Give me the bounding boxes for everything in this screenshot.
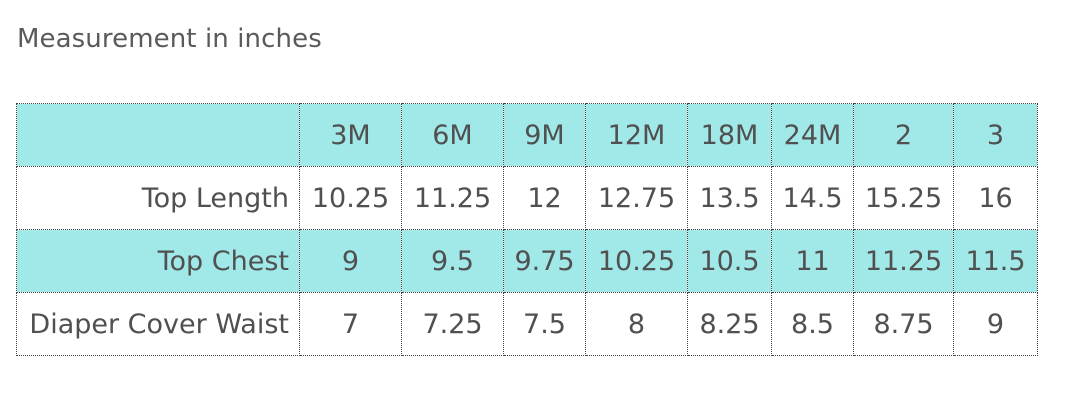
table-cell: 14.5 [771,166,854,230]
row-top-chest: Top Chest 9 9.5 9.75 10.25 10.5 11 11.25… [16,229,1038,293]
size-header-row: 3M 6M 9M 12M 18M 24M 2 3 [16,103,1038,167]
size-header-6m: 6M [401,103,504,167]
measurement-caption: Measurement in inches [17,24,322,54]
table-cell: 9.5 [401,229,504,293]
row-label-top-chest: Top Chest [16,229,300,293]
table-cell: 12 [503,166,586,230]
row-top-length: Top Length 10.25 11.25 12 12.75 13.5 14.… [16,166,1038,230]
table-cell: 9.75 [503,229,586,293]
header-corner-cell [16,103,300,167]
table-cell: 11.5 [953,229,1038,293]
size-header-24m: 24M [771,103,854,167]
table-cell: 9 [299,229,402,293]
table-cell: 8 [585,292,688,356]
row-label-diaper-cover-waist: Diaper Cover Waist [16,292,300,356]
table-cell: 8.75 [853,292,954,356]
size-header-2: 2 [853,103,954,167]
table-cell: 12.75 [585,166,688,230]
row-diaper-cover-waist: Diaper Cover Waist 7 7.25 7.5 8 8.25 8.5… [16,292,1038,356]
size-header-18m: 18M [687,103,772,167]
size-chart-table: 3M 6M 9M 12M 18M 24M 2 3 Top Length 10.2… [16,103,1038,356]
table-cell: 7.5 [503,292,586,356]
size-header-12m: 12M [585,103,688,167]
table-cell: 11.25 [401,166,504,230]
size-header-9m: 9M [503,103,586,167]
table-cell: 13.5 [687,166,772,230]
size-header-3: 3 [953,103,1038,167]
table-cell: 8.25 [687,292,772,356]
table-cell: 10.5 [687,229,772,293]
table-cell: 7.25 [401,292,504,356]
size-header-3m: 3M [299,103,402,167]
table-cell: 11.25 [853,229,954,293]
table-cell: 10.25 [585,229,688,293]
table-cell: 15.25 [853,166,954,230]
table-cell: 11 [771,229,854,293]
table-cell: 9 [953,292,1038,356]
row-label-top-length: Top Length [16,166,300,230]
table-cell: 8.5 [771,292,854,356]
table-cell: 10.25 [299,166,402,230]
table-cell: 7 [299,292,402,356]
table-cell: 16 [953,166,1038,230]
